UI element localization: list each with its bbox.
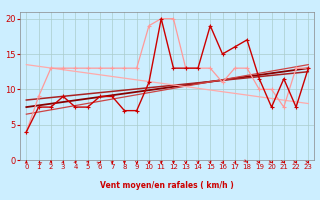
X-axis label: Vent moyen/en rafales ( km/h ): Vent moyen/en rafales ( km/h ) — [100, 181, 234, 190]
